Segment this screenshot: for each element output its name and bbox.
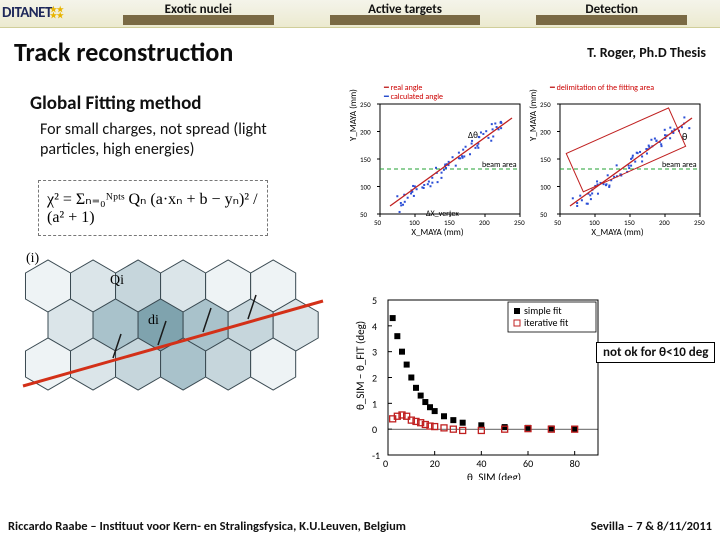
svg-text:60: 60 — [523, 457, 533, 470]
scatter-right: ━ delimitation of the fitting area beam … — [530, 86, 705, 236]
ylabel: Y_MAYA (mm) — [348, 89, 359, 141]
svg-text:di: di — [148, 313, 159, 328]
svg-text:20: 20 — [430, 457, 440, 470]
svg-text:80: 80 — [570, 457, 580, 470]
svg-text:0: 0 — [383, 457, 388, 470]
svg-text:1: 1 — [372, 397, 377, 410]
equation-text: χ² = Σₙ₌₀ᴺᵖᵗˢ Qₙ (a·xₙ + b − yₙ)² / (a² … — [47, 189, 259, 227]
svg-text:250: 250 — [694, 218, 705, 227]
section-heading: Global Fitting method — [30, 92, 202, 115]
svg-text:3: 3 — [372, 346, 377, 359]
svg-text:200: 200 — [479, 218, 490, 227]
svg-text:Qi: Qi — [110, 273, 124, 288]
svg-text:150: 150 — [540, 155, 551, 164]
footer-left: Riccardo Raabe – Instituut voor Kern- en… — [8, 519, 406, 534]
svg-text:250: 250 — [360, 100, 371, 109]
logo-text: DITANET — [2, 4, 52, 22]
footer-right: Sevilla – 7 & 8/11/2011 — [591, 519, 712, 534]
svg-text:150: 150 — [624, 218, 635, 227]
tab-row: Exotic nuclei Active targets Detection — [95, 0, 715, 28]
svg-text:θ_SIM (deg): θ_SIM (deg) — [467, 471, 521, 480]
svg-text:5: 5 — [372, 294, 377, 307]
attribution: T. Roger, Ph.D Thesis — [587, 44, 706, 61]
tab-underline — [536, 15, 687, 25]
svg-text:100: 100 — [589, 218, 600, 227]
svg-text:beam area: beam area — [662, 160, 697, 170]
svg-text:150: 150 — [444, 218, 455, 227]
hex-diagram: (i) Qi di — [18, 246, 328, 416]
svg-text:-1: -1 — [372, 449, 380, 462]
svg-text:50: 50 — [540, 210, 548, 219]
svg-text:200: 200 — [540, 128, 551, 137]
svg-text:100: 100 — [540, 183, 551, 192]
svg-text:θ_SIM − θ_FIT (deg): θ_SIM − θ_FIT (deg) — [354, 321, 367, 410]
xlabel: X_MAYA (mm) — [411, 227, 463, 238]
svg-text:0: 0 — [372, 423, 377, 436]
svg-text:50: 50 — [554, 218, 562, 227]
svg-text:Δθ: Δθ — [468, 130, 478, 141]
xlabel: X_MAYA (mm) — [591, 227, 643, 238]
svg-text:4: 4 — [372, 320, 377, 333]
svg-text:θ: θ — [682, 130, 687, 143]
svg-text:200: 200 — [360, 128, 371, 137]
title-row: Track reconstruction T. Roger, Ph.D Thes… — [14, 34, 706, 70]
svg-text:250: 250 — [540, 100, 551, 109]
scatter-left-svg: beam areaΔθΔX_vertex50501001001501502002… — [350, 86, 525, 236]
svg-text:200: 200 — [659, 218, 670, 227]
section-description: For small charges, not spread (light par… — [40, 120, 310, 160]
svg-text:(i): (i) — [26, 251, 40, 266]
svg-text:50: 50 — [360, 210, 368, 219]
ylabel: Y_MAYA (mm) — [528, 89, 539, 141]
svg-text:beam area: beam area — [482, 160, 517, 170]
svg-text:40: 40 — [476, 457, 486, 470]
scatter-left: ━ real angle ━ calculated angle beam are… — [350, 86, 525, 236]
svg-text:2: 2 — [372, 372, 377, 385]
annotation-box: not ok for θ<10 deg — [596, 342, 715, 363]
fit-plot: 020406080-1012345θ_SIM (deg)θ_SIM − θ_FI… — [350, 290, 605, 480]
logo-stars-icon: ★★★★ — [50, 7, 63, 19]
svg-text:100: 100 — [360, 183, 371, 192]
page-title: Track reconstruction — [14, 36, 233, 68]
logo: DITANET ★★★★ — [2, 0, 63, 26]
svg-text:150: 150 — [360, 155, 371, 164]
tab-detection[interactable]: Detection — [508, 0, 715, 28]
scatter-right-svg: beam area θ 50 50 100 100 150 150 200 200 250 250 — [530, 86, 705, 236]
tab-exotic-nuclei[interactable]: Exotic nuclei — [95, 0, 302, 28]
svg-text:iterative fit: iterative fit — [524, 316, 569, 329]
tab-active-targets[interactable]: Active targets — [302, 0, 509, 28]
tab-underline — [123, 15, 274, 25]
svg-text:50: 50 — [374, 218, 382, 227]
header-bar: DITANET ★★★★ Exotic nuclei Active target… — [0, 0, 720, 28]
equation-box: χ² = Σₙ₌₀ᴺᵖᵗˢ Qₙ (a·xₙ + b − yₙ)² / (a² … — [38, 180, 268, 236]
svg-text:250: 250 — [514, 218, 525, 227]
svg-text:100: 100 — [409, 218, 420, 227]
tab-underline — [330, 15, 481, 25]
footer: Riccardo Raabe – Instituut voor Kern- en… — [8, 519, 712, 534]
